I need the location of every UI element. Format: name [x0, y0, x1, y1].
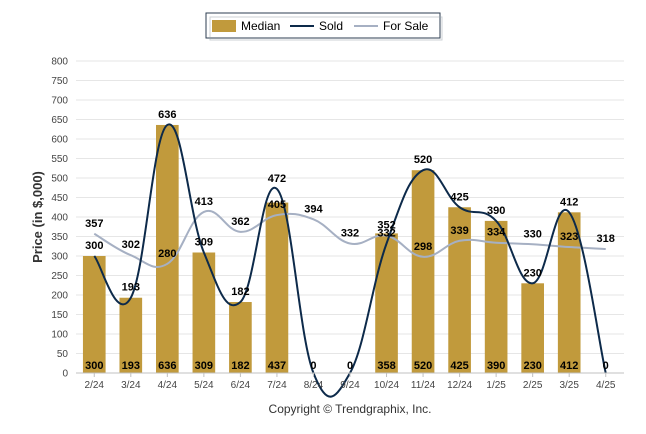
x-tick-label: 9/24	[340, 380, 360, 391]
for-sale-data-label: 318	[597, 233, 615, 245]
median-data-label: 193	[122, 360, 140, 372]
y-tick-label: 650	[51, 115, 68, 126]
sold-data-label: 309	[195, 236, 213, 248]
median-data-label: 390	[487, 360, 505, 372]
median-data-label: 437	[268, 360, 286, 372]
median-data-label: 425	[450, 360, 468, 372]
y-tick-label: 500	[51, 174, 68, 185]
y-tick-label: 350	[51, 232, 68, 243]
chart: 300 193 636 309 182 437 0 0 358 520 425 390 230 412 0 3…	[0, 0, 646, 434]
for-sale-data-label: 323	[560, 231, 578, 243]
for-sale-data-label: 362	[231, 216, 249, 228]
x-tick-label: 11/24	[411, 380, 436, 391]
for-sale-data-label: 339	[450, 225, 468, 237]
for-sale-data-label: 302	[122, 239, 140, 251]
y-tick-label: 700	[51, 96, 68, 107]
sold-data-label: 425	[450, 191, 468, 203]
sold-data-label: 390	[487, 205, 505, 217]
x-tick-label: 10/24	[374, 380, 399, 391]
median-data-label: 300	[85, 360, 103, 372]
for-sale-data-label: 413	[195, 196, 213, 208]
sold-data-label: 182	[231, 286, 249, 298]
median-data-label: 309	[195, 360, 213, 372]
y-tick-label: 250	[51, 271, 68, 282]
legend: Median Sold For Sale	[206, 13, 442, 40]
x-tick-label: 2/25	[523, 380, 543, 391]
y-tick-label: 300	[51, 252, 68, 263]
x-tick-label: 7/24	[267, 380, 287, 391]
legend-label-sold: Sold	[319, 19, 343, 33]
legend-label-median: Median	[241, 19, 280, 33]
sold-data-label: 300	[85, 240, 103, 252]
y-axis-title: Price (in $,000)	[30, 171, 45, 263]
x-tick-label: 8/24	[304, 380, 324, 391]
y-tick-label: 600	[51, 135, 68, 146]
y-tick-label: 400	[51, 213, 68, 224]
median-bar	[375, 233, 398, 373]
x-tick-label: 5/24	[194, 380, 214, 391]
y-tick-label: 50	[57, 349, 69, 360]
median-data-label: 412	[560, 360, 578, 372]
median-data-label: 520	[414, 360, 432, 372]
median-data-label: 182	[231, 360, 249, 372]
x-tick-label: 3/24	[121, 380, 141, 391]
y-tick-label: 750	[51, 76, 68, 87]
x-tick-label: 1/25	[486, 380, 506, 391]
for-sale-data-label: 280	[158, 248, 176, 260]
x-tick-label: 3/25	[559, 380, 579, 391]
x-tick-label: 6/24	[231, 380, 251, 391]
legend-label-for-sale: For Sale	[383, 19, 429, 33]
median-bar	[266, 203, 289, 373]
y-tick-label: 0	[62, 369, 68, 380]
x-tick-label: 12/24	[447, 380, 472, 391]
for-sale-data-label: 332	[341, 228, 359, 240]
sold-data-label: 636	[158, 109, 176, 121]
sold-data-label: 193	[122, 282, 140, 294]
for-sale-data-label: 330	[523, 228, 541, 240]
legend-swatch-median	[212, 20, 236, 32]
y-tick-label: 450	[51, 193, 68, 204]
sold-data-label: 412	[560, 196, 578, 208]
sold-data-label: 520	[414, 154, 432, 166]
median-bar	[412, 170, 435, 373]
for-sale-data-label: 334	[487, 227, 506, 239]
median-data-label: 230	[523, 360, 541, 372]
y-tick-label: 800	[51, 57, 68, 68]
y-tick-label: 200	[51, 291, 68, 302]
for-sale-data-label: 394	[304, 203, 323, 215]
median-data-label: 0	[603, 360, 609, 372]
x-tick-label: 4/24	[158, 380, 178, 391]
for-sale-data-label: 357	[85, 218, 103, 230]
median-data-label: 636	[158, 360, 176, 372]
median-data-label: 0	[347, 360, 353, 372]
sold-data-label: 472	[268, 173, 286, 185]
for-sale-data-label: 298	[414, 241, 432, 253]
copyright-text: Copyright © Trendgraphix, Inc.	[269, 402, 432, 416]
x-tick-label: 2/24	[85, 380, 105, 391]
for-sale-data-label: 405	[268, 199, 286, 211]
for-sale-data-label: 352	[377, 220, 395, 232]
x-tick-label: 4/25	[596, 380, 616, 391]
median-data-label: 358	[377, 360, 395, 372]
sold-data-label: 230	[523, 267, 541, 279]
y-tick-label: 150	[51, 310, 68, 321]
y-tick-label: 550	[51, 154, 68, 165]
y-tick-label: 100	[51, 330, 68, 341]
median-data-label: 0	[310, 360, 316, 372]
